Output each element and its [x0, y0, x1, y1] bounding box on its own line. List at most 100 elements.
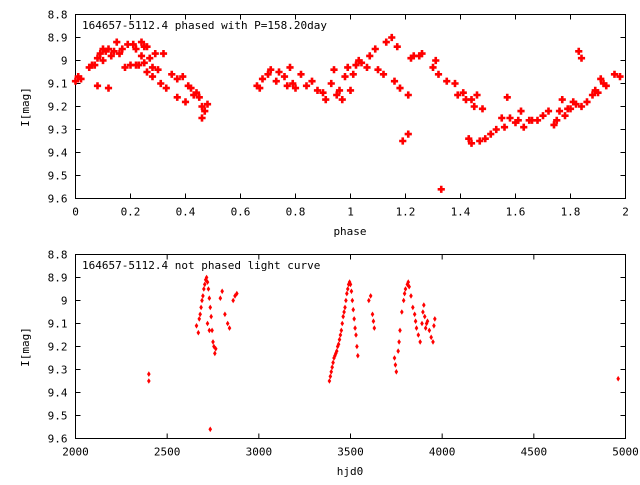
phased-data-point: [481, 135, 489, 143]
phased-data-point: [465, 135, 473, 143]
unphased-data-point: [211, 339, 215, 345]
phased-data-point: [264, 70, 272, 78]
unphased-data-point: [407, 283, 411, 290]
unphased-data-point: [338, 332, 343, 338]
phased-data-point: [363, 63, 371, 71]
phased-data-point: [467, 96, 476, 104]
unphased-data-point: [616, 375, 620, 382]
phased-data-point: [132, 45, 140, 53]
unphased-data-point: [406, 279, 411, 285]
phased-data-point: [344, 63, 352, 71]
unphased-data-point: [423, 325, 428, 331]
phased-data-point: [330, 66, 338, 74]
phased-data-point: [577, 102, 586, 111]
phased-data-point: [561, 112, 569, 120]
phased-data-point: [374, 66, 382, 74]
phased-data-point: [418, 50, 426, 58]
phased-data-point: [357, 59, 366, 67]
phased-data-point: [74, 73, 82, 81]
unphased-data-point: [413, 318, 418, 324]
phased-x-tick-label: 1.2: [396, 206, 416, 219]
phased-data-point: [184, 82, 192, 90]
phased-data-point: [476, 137, 484, 145]
unphased-data-point: [231, 297, 235, 304]
phased-data-point: [113, 38, 121, 46]
unphased-data-point: [367, 297, 371, 304]
phased-data-point: [572, 100, 580, 108]
unphased-data-point: [396, 348, 400, 354]
phased-x-tick-label: 1.4: [451, 206, 471, 219]
unphased-data-point: [351, 306, 356, 313]
unphased-data-point: [330, 364, 334, 370]
phased-data-point: [616, 73, 624, 81]
unphased-x-tick-label: 5000: [612, 446, 639, 459]
phased-x-axis-label: phase: [333, 225, 366, 238]
phased-x-tick-label: 0.6: [231, 206, 251, 219]
phased-data-point: [162, 84, 170, 92]
unphased-y-tick-label: 9.3: [48, 364, 68, 377]
unphased-data-point: [353, 325, 357, 331]
phased-data-point: [473, 91, 481, 99]
phased-data-point: [280, 73, 289, 81]
unphased-data-point: [334, 348, 339, 354]
unphased-data-point: [350, 297, 355, 304]
phased-y-tick-label: 9.3: [48, 124, 68, 137]
phased-data-point: [432, 56, 440, 65]
unphased-y-tick-label: 9.4: [48, 387, 68, 400]
phased-data-point: [566, 105, 575, 113]
phased-y-tick-label: 9: [61, 55, 68, 68]
phased-y-tick-label: 9.5: [48, 170, 68, 183]
unphased-data-point: [341, 313, 345, 320]
unphased-data-point: [398, 327, 402, 334]
phased-y-tick-label: 9.1: [48, 78, 68, 91]
phased-data-point: [146, 54, 154, 62]
phased-data-point: [168, 70, 176, 78]
unphased-data-point: [372, 325, 377, 331]
phased-data-point: [258, 75, 267, 83]
unphased-data-point: [147, 371, 151, 377]
phased-data-point: [107, 52, 115, 60]
phased-data-point: [173, 93, 181, 101]
unphased-data-point: [432, 323, 436, 329]
unphased-y-tick-label: 9: [61, 295, 68, 308]
phased-data-point: [553, 116, 561, 124]
phased-data-point: [137, 52, 146, 60]
unphased-data-point: [402, 290, 407, 297]
phased-data-point: [341, 73, 349, 81]
unphased-data-point: [343, 304, 347, 311]
unphased-data-point: [329, 369, 334, 375]
unphased-data-point: [345, 286, 350, 292]
unphased-data-point: [346, 281, 351, 288]
phased-data-point: [434, 70, 443, 78]
phased-data-point: [407, 54, 415, 62]
unphased-y-tick-label: 8.9: [48, 272, 68, 285]
phased-data-point: [366, 52, 374, 60]
phased-data-point: [313, 86, 322, 95]
unphased-data-point: [209, 313, 213, 320]
unphased-x-axis-label: hjd0: [337, 465, 364, 478]
phased-data-point: [93, 54, 102, 62]
phased-data-point: [393, 43, 401, 51]
unphased-y-tick-label: 9.1: [48, 318, 68, 331]
unphased-data-point: [223, 311, 227, 318]
phased-data-point: [520, 123, 528, 131]
phased-data-point: [451, 79, 459, 88]
phased-data-point: [104, 45, 113, 53]
unphased-data-point: [147, 378, 151, 384]
phased-data-point: [437, 185, 445, 193]
phased-data-point: [137, 38, 146, 46]
unphased-data-point: [336, 341, 341, 347]
phased-data-point: [511, 119, 520, 127]
phased-y-tick-label: 9.2: [48, 101, 68, 114]
phased-data-point: [302, 82, 311, 90]
phased-data-point: [454, 91, 462, 99]
phased-data-point: [583, 98, 591, 106]
unphased-data-point: [225, 320, 230, 327]
phased-light-curve-panel: 0 0.2 0.4 0.6 0.8 1 1.2 1.4 1.6 1.8 2 8.8 8.9 9 9.1 9.2…: [19, 9, 629, 239]
unphased-y-tick-label: 9.2: [48, 341, 68, 354]
phased-data-point: [544, 107, 553, 115]
unphased-y-tick-label: 9.5: [48, 410, 68, 423]
unphased-data-point: [393, 362, 398, 368]
unphased-data-point: [429, 334, 433, 341]
